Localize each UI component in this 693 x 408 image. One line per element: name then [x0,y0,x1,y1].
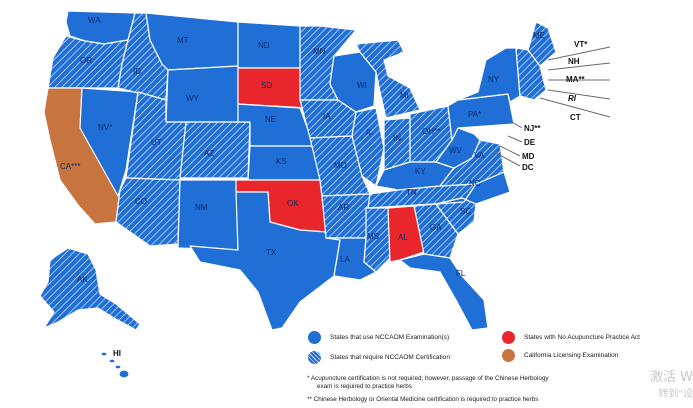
label-hi: HI [113,349,121,358]
state-nm[interactable] [177,179,239,251]
leader-nj [511,121,523,129]
label-ok: OK [287,199,299,208]
label-id: ID [133,67,141,76]
label-ky: KY [415,167,426,176]
label-al: AL [398,233,408,242]
label-az: CO [135,197,147,206]
label-me: ME [533,31,545,40]
label-nm: NM [195,203,208,212]
footnote-line-1: * Acupuncture certification is not requi… [307,375,549,382]
label-de: DE [524,138,536,147]
legend-label-california-exam: California Licensing Examination [524,352,619,359]
hi-island-kauai [100,351,108,357]
leader-ri [547,89,611,100]
legend-item-no-practice-act: States with No Acupuncture Practice Act [502,331,640,344]
label-ut: UT [151,138,162,147]
label-ia: IA [323,112,331,121]
watermark-line-2: 转到"设 [658,389,693,400]
label-mn: MN [313,47,326,56]
state-wy[interactable] [165,65,239,123]
label-dc: DC [522,163,534,172]
state-sd[interactable] [237,67,309,109]
footnote-double-asterisk: ** Chinese Herbology or Oriental Medicin… [307,396,538,404]
label-ga: GA [430,223,442,232]
footnote-line-2: exam is required to practice herbs [317,383,412,390]
label-mi: MI [400,91,409,100]
label-nc: NC [469,179,481,188]
legend-item-california-exam: California Licensing Examination [502,349,618,362]
label-wi: WI [357,81,367,90]
leader-md [499,145,521,157]
legend-label-nccaom-cert: States that require NCCAOM Certification [330,354,450,361]
label-wv: WV [449,146,463,155]
footnote-single-asterisk: * Acupuncture certification is not requi… [307,375,549,391]
state-ga[interactable] [413,203,459,259]
watermark-line-1: 激活 W [650,370,693,385]
legend-item-nccaom-cert: States that require NCCAOM Certification [308,351,450,364]
state-ak[interactable] [39,247,141,331]
leader-dc [493,151,521,167]
label-co: AZ [204,149,214,158]
state-tx[interactable] [189,191,341,331]
state-ar[interactable] [321,193,371,239]
label-wa: WA [88,16,101,25]
label-ma: MA** [566,75,586,84]
state-hi[interactable] [100,351,130,379]
label-il: IL [366,128,373,137]
state-fl[interactable] [399,253,489,331]
state-az[interactable] [115,177,181,247]
state-nv[interactable] [79,87,139,197]
legend-label-nccaom-exam: States that use NCCAOM Examination(s) [330,334,450,341]
label-la: LA [340,255,350,264]
legend-swatch-nccaom-exam [308,331,321,344]
footnote-line-3: ** Chinese Herbology or Oriental Medicin… [307,396,539,403]
label-or: OR [80,56,92,65]
label-nv: NV* [98,123,112,132]
state-me[interactable] [527,21,557,67]
label-pa: PA* [468,110,481,119]
label-fl: FL [456,269,466,278]
legend-label-no-practice-act: States with No Acupuncture Practice Act [524,334,640,341]
label-oh: OH** [422,127,440,136]
label-vt: VT* [574,40,588,49]
leader-ct [539,97,611,118]
leader-vt [547,46,611,61]
hi-island-oahu [108,358,116,364]
hi-island-molokai [114,364,122,370]
legend-swatch-nccaom-cert [308,351,321,364]
label-md: MD [522,152,535,161]
label-ri: RI [568,94,577,103]
legend-swatch-california-exam [502,349,515,362]
label-wy: WY [186,94,200,103]
label-nd: ND [258,41,270,50]
label-ca: CA*** [60,162,80,171]
label-in: IN [393,134,401,143]
label-ak: AK [77,275,88,284]
label-va: VA [474,151,485,160]
label-ms: MS [367,232,379,241]
label-nh: NH [568,57,580,66]
label-tn: TN [406,188,417,197]
state-mi[interactable] [355,39,421,119]
legend-item-nccaom-exam: States that use NCCAOM Examination(s) [308,331,449,344]
label-mo: MO [334,161,347,170]
state-co[interactable] [179,121,251,179]
label-ks: KS [276,157,287,166]
label-tx: TX [266,248,277,257]
leader-de [507,135,523,143]
label-ne: NE [265,115,276,124]
label-ct: CT [570,113,581,122]
leader-nh [547,62,611,71]
state-in[interactable] [383,117,411,171]
state-al[interactable] [387,205,425,263]
label-ar: AR [338,203,349,212]
label-sc: SC [460,207,471,216]
label-sd: SD [261,81,272,90]
label-nj: NJ** [524,124,541,133]
label-ny: NY [488,75,500,84]
label-mt: MT [177,36,189,45]
legend-swatch-no-practice-act [502,331,515,344]
hi-island-hawaii [118,369,130,379]
